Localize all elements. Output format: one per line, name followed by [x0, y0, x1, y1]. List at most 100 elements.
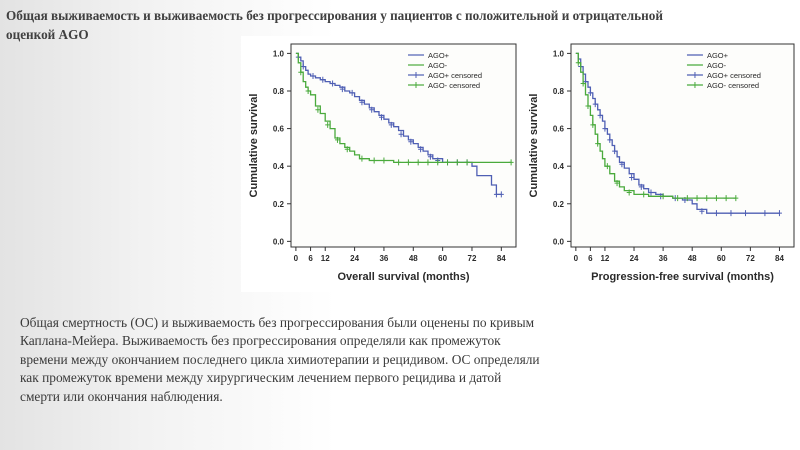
censor-mark — [575, 59, 581, 66]
x-tick-label: 0 — [294, 254, 299, 263]
x-tick-label: 60 — [438, 254, 447, 263]
censor-mark — [320, 76, 326, 83]
censor-mark — [660, 193, 666, 200]
legend-label: AGO+ — [707, 51, 729, 60]
censor-mark — [694, 195, 700, 202]
censor-mark — [425, 159, 431, 166]
censor-mark — [415, 159, 421, 166]
x-tick-label: 48 — [409, 254, 418, 263]
y-tick-label: 0.0 — [553, 237, 565, 246]
censor-mark — [435, 159, 441, 166]
plot-frame — [290, 43, 517, 248]
y-tick-label: 1.0 — [273, 49, 285, 58]
censor-mark — [699, 208, 705, 215]
censor-mark — [762, 210, 768, 217]
x-tick-label: 72 — [746, 254, 755, 263]
censor-mark — [597, 112, 603, 119]
x-tick-label: 0 — [574, 254, 579, 263]
censor-mark — [585, 103, 591, 110]
x-tick-label: 24 — [350, 254, 359, 263]
censor-mark — [602, 125, 608, 132]
x-axis-title: Overall survival (months) — [337, 271, 469, 283]
censor-mark — [300, 63, 306, 70]
censor-mark — [607, 136, 613, 143]
censor-mark — [339, 86, 345, 93]
x-tick-label: 12 — [321, 254, 330, 263]
x-tick-label: 84 — [497, 254, 506, 263]
series-line-ago-minus — [295, 52, 512, 164]
legend-label: AGO+ censored — [428, 71, 482, 80]
censor-mark — [388, 121, 394, 128]
legend-label: AGO- censored — [707, 81, 759, 90]
censor-mark — [580, 80, 586, 87]
censor-mark — [728, 210, 734, 217]
censor-mark — [418, 146, 424, 153]
censor-mark — [427, 153, 433, 160]
censor-mark — [359, 155, 365, 162]
censor-mark — [675, 195, 681, 202]
legend-label: AGO- — [428, 61, 448, 70]
censor-mark — [684, 195, 690, 202]
x-tick-label: 36 — [379, 254, 388, 263]
censor-mark — [381, 157, 387, 164]
y-tick-label: 0.6 — [273, 125, 285, 134]
legend-label: AGO- censored — [428, 81, 480, 90]
censor-mark — [641, 191, 647, 198]
survival-figure: 0.0 0.2 0.4 0.6 0.8 1.0 0 6 12 24 36 48 60 72 84 Overal… — [241, 36, 796, 292]
chart-2: 0.0 0.2 0.4 0.6 0.8 1.0 0 6 12 24 36 48 60 72 84Progre… — [528, 43, 795, 283]
chart-1: 0.0 0.2 0.4 0.6 0.8 1.0 0 6 12 24 36 48 60 72 84 Overal… — [248, 43, 517, 283]
censor-mark — [454, 159, 460, 166]
censor-mark — [493, 191, 499, 198]
x-tick-label: 6 — [588, 254, 593, 263]
y-tick-label: 0.4 — [273, 162, 285, 171]
y-tick-label: 0.8 — [273, 87, 285, 96]
x-tick-label: 60 — [717, 254, 726, 263]
censor-mark — [396, 159, 402, 166]
y-tick-label: 0.8 — [553, 87, 565, 96]
x-tick-label: 48 — [688, 254, 697, 263]
legend-label: AGO+ — [428, 51, 450, 60]
x-tick-label: 84 — [775, 254, 784, 263]
y-tick-label: 0.0 — [273, 237, 285, 246]
censor-mark — [359, 99, 365, 106]
y-tick-label: 0.2 — [553, 200, 565, 209]
legend-label: AGO+ censored — [707, 71, 761, 80]
censor-mark — [723, 195, 729, 202]
x-tick-label: 6 — [308, 254, 313, 263]
censor-mark — [614, 180, 620, 187]
censor-mark — [704, 195, 710, 202]
censor-mark — [629, 174, 635, 181]
censor-mark — [405, 159, 411, 166]
censor-mark — [498, 191, 504, 198]
censor-mark — [648, 189, 654, 196]
y-tick-label: 0.2 — [273, 200, 285, 209]
censor-mark — [587, 89, 593, 96]
censor-mark — [349, 89, 355, 96]
x-tick-label: 12 — [600, 254, 609, 263]
x-tick-label: 24 — [630, 254, 639, 263]
censor-mark — [713, 210, 719, 217]
legend-label: AGO- — [707, 61, 727, 70]
censor-mark — [776, 210, 782, 217]
y-tick-label: 0.6 — [553, 125, 565, 134]
y-axis-title: Cumulative survival — [528, 94, 540, 198]
censor-mark — [508, 159, 514, 166]
censor-mark — [445, 159, 451, 166]
censor-mark — [408, 138, 414, 145]
censor-mark — [325, 121, 331, 128]
y-tick-label: 0.4 — [553, 162, 565, 171]
censor-mark — [398, 131, 404, 138]
x-tick-label: 36 — [659, 254, 668, 263]
censor-mark — [612, 148, 618, 155]
censor-mark — [315, 106, 321, 113]
censor-mark — [590, 121, 596, 128]
censor-mark — [638, 183, 644, 190]
censor-mark — [378, 114, 384, 121]
slide-body-text: Общая смертность (ОС) и выживаемость без… — [20, 315, 540, 404]
censor-mark — [330, 80, 336, 87]
censor-mark — [369, 106, 375, 113]
x-tick-label: 72 — [468, 254, 477, 263]
censor-mark — [743, 210, 749, 217]
censor-mark — [626, 189, 632, 196]
censor-mark — [604, 163, 610, 170]
